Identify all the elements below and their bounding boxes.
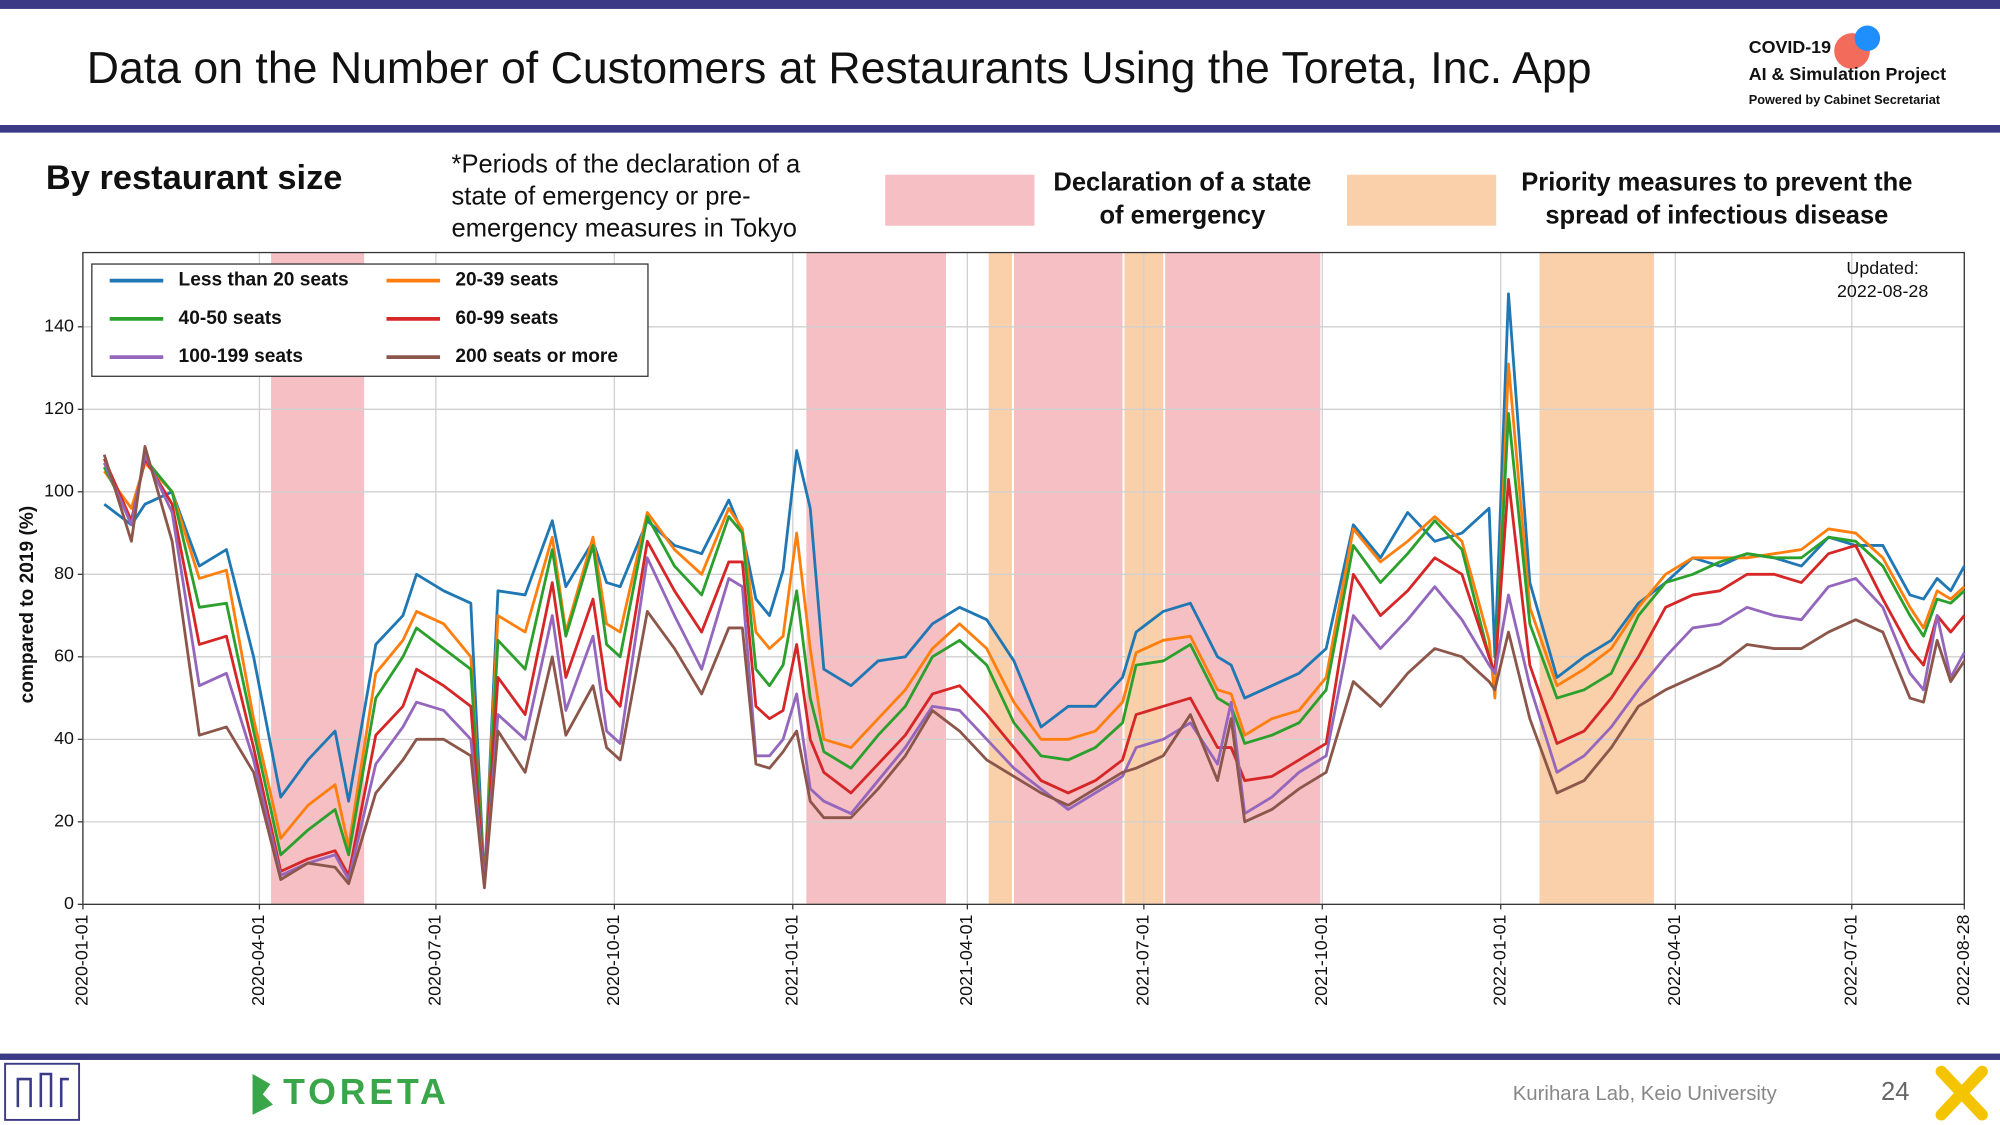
x-tick-label: 2021-04-01 [956,914,976,1005]
lab-logo [4,1062,81,1121]
plot-frame [82,251,1965,905]
emergency-period [1013,252,1123,905]
y-tick-label: 140 [44,316,74,336]
page-number: 24 [1881,1078,1909,1106]
x-tick-label: 2022-07-01 [1841,914,1861,1005]
legend-label: Less than 20 seats [179,270,349,291]
priority-label: Priority measures to prevent the [1521,168,1912,196]
x-tick-label: 2022-01-01 [1489,914,1509,1005]
footer-logo [4,1062,273,1121]
y-tick-label: 120 [44,398,74,418]
priority-period [1539,252,1654,905]
emergency-label: Declaration of a state [1053,168,1311,196]
footer-icon [1935,1065,1988,1121]
series-line [102,457,1966,886]
x-tick-label: 2020-01-01 [72,914,92,1005]
legend-label: 200 seats or more [455,346,618,367]
priority-period [988,252,1012,905]
plot-area: 0 20 40 60 80 100 120 140 2020-01-01 2020-04-01 20… [44,251,1973,1006]
page-title: Data on the Number of Customers at Resta… [87,44,1592,93]
footer-stripe [0,1053,2000,1060]
legend-label: 100-199 seats [179,346,303,367]
logo-text: COVID-19 [1749,37,1831,57]
brand-icon [252,1073,273,1115]
logo-text: AI & Simulation Project [1749,64,1946,84]
x-tick-label: 2020-10-01 [603,914,623,1005]
legend-box [91,263,649,377]
lab-logo-mark [16,1072,69,1108]
priority-label: spread of infectious disease [1545,202,1888,230]
legend-label: 40-50 seats [179,308,282,329]
emergency-swatch [885,174,1035,226]
x-tick-label: 2020-04-01 [248,914,268,1005]
logo-text: Powered by Cabinet Secretariat [1749,92,1941,107]
series-line [102,445,1966,890]
legend-label: 60-99 seats [455,308,558,329]
y-tick-label: 20 [54,811,74,831]
x-tick-label: 2022-08-28 [1953,914,1973,1005]
y-tick-label: 80 [54,563,74,583]
series-line [102,453,1966,886]
brand-name: TORETA [283,1072,449,1112]
x-tick-label: 2020-07-01 [425,914,445,1005]
updated-label: Updated: [1846,258,1918,278]
series-line [103,362,1966,886]
priority-swatch [1346,174,1497,226]
y-tick-label: 100 [44,481,74,501]
y-tick-label: 0 [64,893,74,913]
top-stripe [0,0,2000,9]
logo-dot [1854,25,1881,52]
emergency-label: of emergency [1099,202,1266,230]
series-line [102,412,1966,886]
note: emergency measures in Tokyo [452,214,797,242]
y-tick-label: 60 [54,646,74,666]
header-stripe [0,125,2000,133]
legend-label: 20-39 seats [455,270,558,291]
emergency-period [806,252,947,905]
x-tick-label: 2021-01-01 [782,914,802,1005]
x-tick-label: 2021-10-01 [1311,914,1331,1005]
note: state of emergency or pre- [452,182,751,210]
note: *Periods of the declaration of a [452,151,802,179]
x-tick-label: 2021-07-01 [1133,914,1153,1005]
y-axis-label: compared to 2019 (%) [17,506,38,704]
lab-name: Kurihara Lab, Keio University [1513,1083,1778,1105]
x-tick-label: 2022-04-01 [1664,914,1684,1005]
y-tick-label: 40 [54,728,74,748]
updated-date: 2022-08-28 [1837,281,1928,301]
subtitle: By restaurant size [46,159,343,197]
